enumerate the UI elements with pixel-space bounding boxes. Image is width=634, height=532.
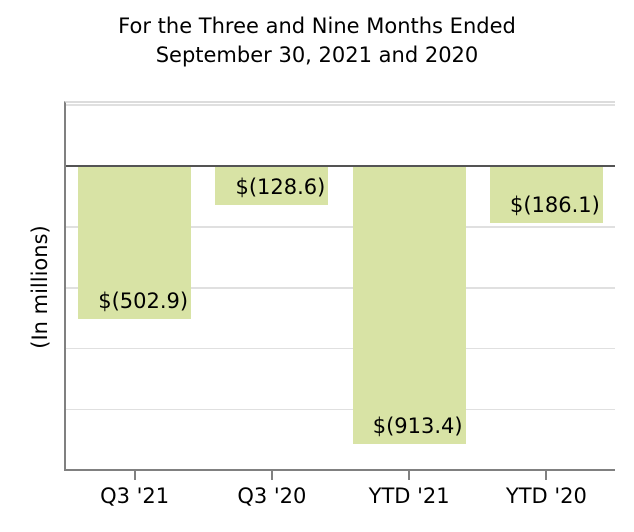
- x-tick-label: YTD '21: [368, 484, 450, 508]
- bar-value-label: $(128.6): [235, 175, 326, 200]
- bar-value-label: $(186.1): [510, 192, 600, 217]
- bars-layer: $(502.9) $(128.6) $(913.4) $(186.1): [66, 103, 615, 469]
- bar: [352, 166, 466, 445]
- gridline: [66, 408, 615, 411]
- zero-line: [66, 164, 615, 167]
- gridline: [66, 347, 615, 350]
- bar-value-label: $(502.9): [98, 289, 189, 314]
- y-axis-label: (In millions): [28, 225, 52, 349]
- bar: [489, 166, 603, 223]
- chart-title: For the Three and Nine Months Ended Sept…: [0, 12, 634, 70]
- bar: [78, 166, 192, 320]
- gridline: [66, 104, 615, 106]
- x-tick: [545, 471, 548, 480]
- x-tick: [408, 471, 411, 480]
- bar: [215, 166, 329, 206]
- x-tick: [133, 471, 136, 480]
- chart-title-line2: September 30, 2021 and 2020: [155, 43, 479, 67]
- x-tick-label: YTD '20: [505, 484, 587, 508]
- gridline: [66, 287, 615, 289]
- bar-value-label: $(913.4): [372, 414, 463, 439]
- x-tick-label: Q3 '21: [100, 484, 170, 508]
- chart-title-line1: For the Three and Nine Months Ended: [118, 14, 516, 38]
- plot-area: $(502.9) $(128.6) $(913.4) $(186.1): [64, 101, 615, 471]
- gridline: [66, 226, 615, 228]
- x-tick: [270, 471, 273, 480]
- x-tick-label: Q3 '20: [237, 484, 307, 508]
